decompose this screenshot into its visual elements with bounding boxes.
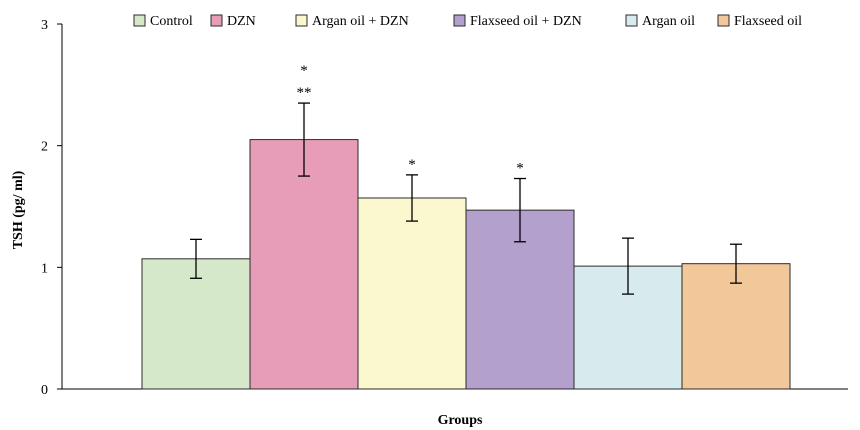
- error-bar: [622, 237, 634, 295]
- significance-label: *: [408, 157, 416, 173]
- legend-label: Argan oil: [642, 14, 695, 29]
- legend-swatch: [133, 14, 146, 27]
- legend-item: Control: [133, 14, 193, 29]
- y-tick-label: 0: [41, 383, 48, 398]
- bar: [681, 263, 791, 390]
- bar: [357, 197, 467, 390]
- y-tick-label: 1: [41, 261, 48, 276]
- legend-label: Argan oil + DZN: [312, 14, 409, 29]
- legend-swatch: [210, 14, 223, 27]
- x-axis-title: Groups: [438, 413, 483, 428]
- significance-markers: **** *: [297, 63, 524, 176]
- y-axis-title: TSH (pg/ ml): [11, 170, 26, 249]
- y-tick-label: 3: [41, 18, 48, 33]
- error-bars: [190, 102, 742, 295]
- legend-label: Flaxseed oil: [734, 14, 802, 29]
- error-bar: [730, 243, 742, 284]
- legend: Control DZN Argan oil + DZN Flaxseed oil + …: [133, 14, 802, 29]
- legend-swatch: [295, 14, 308, 27]
- bars: [141, 139, 791, 390]
- y-tick-label: 2: [41, 140, 48, 155]
- error-bar: [514, 177, 526, 243]
- error-bar: [190, 238, 202, 279]
- legend-item: Argan oil: [625, 14, 695, 29]
- legend-label: Control: [150, 14, 193, 29]
- significance-label: *: [516, 161, 524, 177]
- legend-label: Flaxseed oil + DZN: [470, 14, 582, 29]
- legend-swatch: [717, 14, 730, 27]
- legend-item: Flaxseed oil: [717, 14, 802, 29]
- legend-item: DZN: [210, 14, 256, 29]
- legend-swatch: [625, 14, 638, 27]
- legend-label: DZN: [227, 14, 256, 29]
- significance-label: **: [297, 85, 312, 101]
- error-bar: [406, 174, 418, 222]
- legend-item: Argan oil + DZN: [295, 14, 409, 29]
- significance-label: *: [300, 63, 308, 79]
- legend-item: Flaxseed oil + DZN: [453, 14, 582, 29]
- error-bar: [298, 102, 310, 177]
- legend-swatch: [453, 14, 466, 27]
- bar: [249, 139, 359, 390]
